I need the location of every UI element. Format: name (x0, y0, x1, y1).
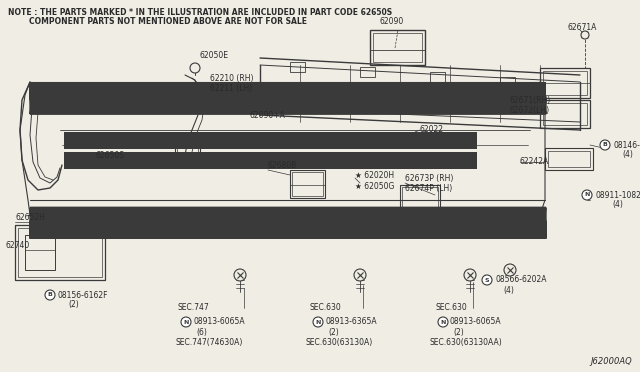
Bar (540, 100, 590, 128)
Text: N: N (183, 320, 189, 324)
Bar (292, 172, 323, 196)
Circle shape (600, 140, 610, 150)
Text: 62740: 62740 (5, 241, 29, 250)
Text: 62650S: 62650S (95, 151, 124, 160)
Bar (370, 30, 425, 65)
Text: SEC.630(63130A): SEC.630(63130A) (305, 337, 372, 346)
Text: NOTE : THE PARTS MARKED * IN THE ILLUSTRATION ARE INCLUDED IN PART CODE 62650S: NOTE : THE PARTS MARKED * IN THE ILLUSTR… (8, 8, 392, 17)
Text: 08566-6202A: 08566-6202A (495, 276, 547, 285)
Text: (2): (2) (328, 327, 339, 337)
Circle shape (464, 269, 476, 281)
Text: 08156-6162F: 08156-6162F (58, 291, 109, 299)
Bar (290, 62, 305, 72)
Text: 08146-6162G: 08146-6162G (613, 141, 640, 150)
Text: (4): (4) (622, 151, 633, 160)
Bar (402, 187, 438, 213)
Text: 62652H: 62652H (15, 214, 45, 222)
Circle shape (181, 317, 191, 327)
Text: 62672(LH): 62672(LH) (510, 106, 550, 115)
Bar (543, 103, 587, 125)
Circle shape (234, 269, 246, 281)
Text: N: N (316, 320, 321, 324)
Bar (430, 72, 445, 82)
Text: 62210 (RH): 62210 (RH) (210, 74, 253, 83)
Text: SEC.747(74630A): SEC.747(74630A) (175, 337, 243, 346)
Text: N: N (440, 320, 445, 324)
Bar (290, 170, 325, 198)
Text: (2): (2) (68, 301, 79, 310)
Text: (6): (6) (196, 327, 207, 337)
Text: 08913-6365A: 08913-6365A (325, 317, 376, 327)
Bar (175, 140, 200, 160)
Text: 62674P (LH): 62674P (LH) (405, 183, 452, 192)
Circle shape (581, 31, 589, 39)
Text: (4): (4) (503, 285, 514, 295)
Text: (4): (4) (612, 201, 623, 209)
Text: 62090+A: 62090+A (250, 110, 286, 119)
Text: SEC.630: SEC.630 (310, 304, 342, 312)
Text: COMPONENT PARTS NOT MENTIONED ABOVE ARE NOT FOR SALE: COMPONENT PARTS NOT MENTIONED ABOVE ARE … (8, 17, 307, 26)
Text: 62050E: 62050E (200, 51, 229, 60)
Text: S: S (484, 278, 490, 282)
Bar (177, 142, 198, 158)
Circle shape (190, 63, 200, 73)
Text: 62680B: 62680B (268, 160, 297, 170)
Text: 62671(RH): 62671(RH) (510, 96, 551, 105)
Circle shape (354, 269, 366, 281)
Circle shape (504, 264, 516, 276)
Circle shape (582, 190, 592, 200)
Bar (548, 151, 590, 167)
Circle shape (438, 317, 448, 327)
Text: N: N (584, 192, 589, 198)
Text: 08913-6065A: 08913-6065A (450, 317, 502, 327)
Text: SEC.630: SEC.630 (435, 304, 467, 312)
Bar (500, 77, 515, 87)
Bar (540, 68, 590, 98)
Text: 62090: 62090 (380, 17, 404, 26)
Text: 62242A: 62242A (520, 157, 549, 167)
Text: (2): (2) (453, 327, 464, 337)
Text: 62211 (LH): 62211 (LH) (210, 83, 252, 93)
Bar (15, 225, 105, 280)
Text: 08913-6065A: 08913-6065A (193, 317, 244, 327)
Bar (18, 228, 102, 277)
Bar (400, 185, 440, 215)
Bar (543, 71, 587, 95)
Circle shape (45, 290, 55, 300)
Text: 62671A: 62671A (568, 23, 597, 32)
Circle shape (482, 275, 492, 285)
Text: J62000AQ: J62000AQ (590, 357, 632, 366)
Text: SEC.630(63130AA): SEC.630(63130AA) (430, 337, 503, 346)
Bar (25, 235, 55, 270)
Bar (360, 67, 375, 77)
Text: B: B (603, 142, 607, 148)
Text: ★ 62020H: ★ 62020H (355, 170, 394, 180)
Bar (545, 148, 593, 170)
Text: SEC.747: SEC.747 (178, 304, 210, 312)
Circle shape (313, 317, 323, 327)
Text: 62673P (RH): 62673P (RH) (405, 173, 453, 183)
Text: 08911-1082G: 08911-1082G (595, 190, 640, 199)
Text: 62022: 62022 (420, 125, 444, 135)
Text: B: B (47, 292, 52, 298)
Text: ★ 62050G: ★ 62050G (355, 182, 394, 190)
Bar (373, 33, 422, 62)
